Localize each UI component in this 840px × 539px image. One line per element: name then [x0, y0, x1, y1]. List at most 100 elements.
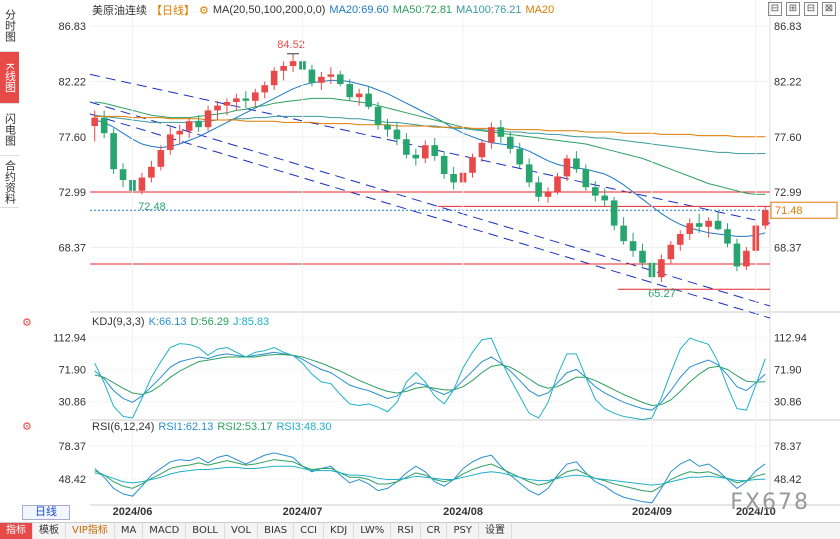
- candle-body: [591, 187, 599, 196]
- candle-body: [450, 174, 457, 183]
- candle-body: [582, 169, 590, 188]
- period-selector[interactable]: 日线: [22, 505, 70, 520]
- period-label[interactable]: 【日线】: [151, 5, 195, 17]
- rsi2-label: RSI2:53.17: [217, 421, 273, 433]
- window-tool-3-icon[interactable]: ⊠: [822, 2, 836, 16]
- candle-body: [185, 121, 193, 131]
- candle-body: [355, 93, 363, 98]
- toolbar-item-1[interactable]: 模板: [33, 523, 66, 539]
- rsi-line-rsi3: [94, 465, 766, 486]
- y-tick-label-right: 68.37: [774, 243, 802, 255]
- x-tick-label: 2024/06: [113, 506, 153, 518]
- candle-body: [563, 158, 571, 177]
- candle-body: [714, 220, 722, 230]
- candle-body: [91, 117, 99, 126]
- rsi-param-label: RSI(6,12,24): [92, 421, 155, 433]
- ma50-label: MA50:72.81: [392, 4, 453, 16]
- toolbar-item-lw[interactable]: LW%: [354, 523, 392, 539]
- candle-body: [242, 98, 250, 101]
- toolbar-item-ma[interactable]: MA: [115, 523, 144, 539]
- candle-body: [478, 142, 486, 158]
- candle-body: [658, 259, 665, 278]
- current-price-box: [770, 201, 838, 219]
- toolbar-item-cci[interactable]: CCI: [294, 523, 325, 539]
- candle-body: [431, 145, 439, 156]
- chart-header: 美原油连续 【日线】 ⚙ MA(20,50,100,200,0,0) MA20:…: [92, 3, 554, 17]
- kdj-line-d: [94, 354, 766, 406]
- candle-body: [233, 98, 240, 102]
- x-tick-label: 2024/09: [632, 506, 672, 518]
- toolbar-item-cr[interactable]: CR: [421, 523, 448, 539]
- watermark-logo: FX678: [730, 490, 810, 515]
- window-tool-0-icon[interactable]: ⊟: [768, 2, 782, 16]
- candle-body: [100, 117, 108, 134]
- candle-body: [601, 195, 609, 201]
- candle-body: [327, 74, 335, 77]
- toolbar-item-kdj[interactable]: KDJ: [324, 523, 355, 539]
- candle-body: [639, 250, 646, 263]
- kdj-d-label: D:56.29: [190, 316, 230, 328]
- side-tab-0[interactable]: 分时图: [0, 0, 19, 52]
- candle-body: [695, 223, 703, 227]
- toolbar-item-psy[interactable]: PSY: [447, 523, 479, 539]
- channel-low-annotation: 72.48: [138, 201, 166, 213]
- channel-line-1: [89, 101, 771, 307]
- candle-body: [620, 225, 627, 242]
- channel-line-0: [89, 73, 771, 224]
- rsi-tick-left: 78.37: [58, 441, 86, 453]
- kdj-j-label: J:85.83: [233, 316, 270, 328]
- candle-body: [667, 244, 675, 260]
- ma200-label: MA20: [525, 4, 555, 16]
- kdj-settings-icon: ⚙: [22, 317, 32, 329]
- y-tick-label-right: 72.99: [774, 187, 802, 199]
- y-tick-label-right: 82.22: [774, 76, 802, 88]
- candle-body: [308, 69, 316, 83]
- candle-body: [506, 136, 514, 149]
- candle-body: [516, 148, 524, 165]
- y-tick-label-left: 86.83: [58, 21, 86, 33]
- candle-body: [204, 110, 212, 128]
- candle-body: [403, 139, 410, 155]
- y-tick-label-left: 72.99: [58, 187, 86, 199]
- low-annotation: 65.27: [648, 288, 676, 300]
- candle-body: [280, 66, 287, 71]
- candle-body: [488, 127, 495, 143]
- y-tick-label-left: 68.37: [58, 243, 86, 255]
- gear-icon[interactable]: ⚙: [199, 4, 209, 17]
- ma-line-ma50: [94, 97, 766, 195]
- kdj-tick-right: 112.94: [774, 332, 807, 344]
- toolbar-item-bias[interactable]: BIAS: [258, 523, 295, 539]
- y-tick-label-right: 77.60: [774, 132, 802, 144]
- side-tab-3[interactable]: 合约资料: [0, 156, 19, 208]
- toolbar-item-14[interactable]: 设置: [479, 523, 512, 539]
- candle-body: [365, 93, 372, 107]
- candle-body: [743, 250, 750, 267]
- candle-body: [214, 105, 221, 111]
- candle-body: [610, 200, 618, 226]
- toolbar-item-0[interactable]: 指标: [0, 523, 33, 539]
- candle-body: [148, 166, 155, 178]
- toolbar-item-rsi[interactable]: RSI: [391, 523, 421, 539]
- side-tab-1[interactable]: K线图: [0, 52, 19, 104]
- candle-body: [223, 102, 231, 106]
- candle-body: [686, 223, 694, 234]
- toolbar-item-macd[interactable]: MACD: [143, 523, 187, 539]
- side-tabs: 分时图 K线图 闪电图 合约资料: [0, 0, 19, 220]
- side-tab-2[interactable]: 闪电图: [0, 104, 19, 156]
- channel-line-2: [89, 113, 771, 319]
- candle-body: [318, 76, 325, 83]
- rsi-settings-icon: ⚙: [22, 421, 32, 433]
- window-tools: ⊟ ⊞ ⊟ ⊠: [768, 2, 836, 16]
- y-tick-label-left: 82.22: [58, 76, 86, 88]
- candle-body: [544, 192, 552, 197]
- candle-body: [336, 74, 344, 84]
- toolbar-item-vip[interactable]: VIP指标: [66, 523, 115, 539]
- candle-body: [554, 176, 561, 192]
- kdj-tick-left: 112.94: [53, 332, 86, 344]
- toolbar-item-vol[interactable]: VOL: [225, 523, 259, 539]
- toolbar-item-boll[interactable]: BOLL: [186, 523, 225, 539]
- candle-body: [629, 241, 637, 251]
- window-tool-1-icon[interactable]: ⊞: [786, 2, 800, 16]
- window-tool-2-icon[interactable]: ⊟: [804, 2, 818, 16]
